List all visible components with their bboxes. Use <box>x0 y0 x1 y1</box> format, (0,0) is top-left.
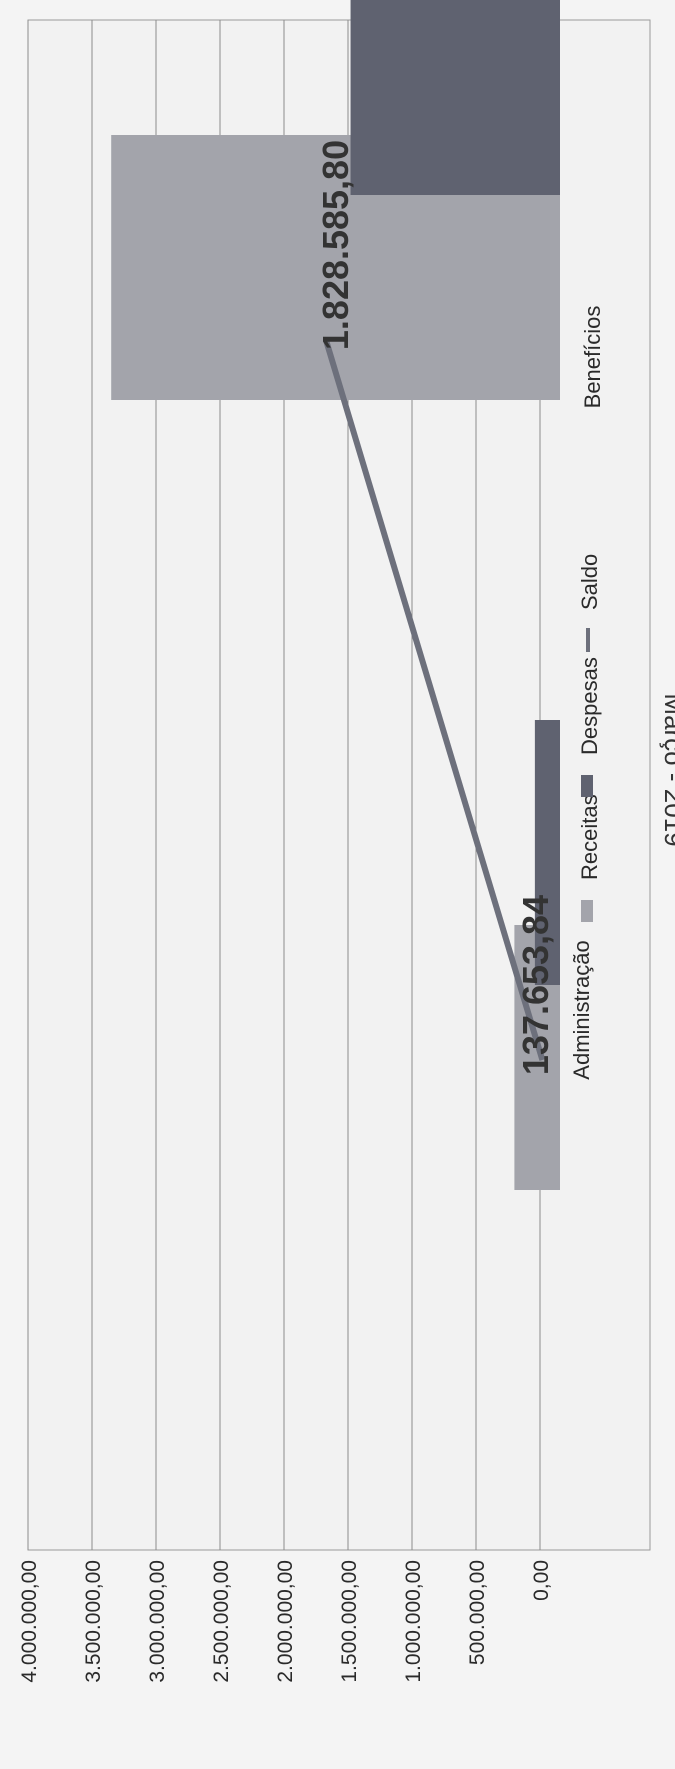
data-labels: 137.653,84 1.828.585,80 <box>315 140 556 1075</box>
legend-swatch-receitas <box>581 900 593 922</box>
data-label-beneficios: 1.828.585,80 <box>315 140 356 350</box>
bar-despesas-1 <box>350 0 560 195</box>
legend-label-saldo: Saldo <box>577 554 602 610</box>
saldo-line-segment <box>323 339 546 1061</box>
legend-swatch-despesas <box>581 775 593 797</box>
legend: Receitas Despesas Saldo <box>577 554 602 922</box>
legend-label-receitas: Receitas <box>577 794 602 880</box>
y-tick-label: 0,00 <box>530 1560 553 1601</box>
y-axis-ticks: 0,00 500.000,00 1.000.000,00 1.500.000,00 2.… <box>18 1560 553 1683</box>
y-tick-label: 500.000,00 <box>466 1560 489 1665</box>
x-axis-categories: Administração Benefícios <box>569 306 605 1080</box>
y-tick-label: 3.000.000,00 <box>146 1560 169 1683</box>
y-tick-label: 1.000.000,00 <box>402 1560 425 1683</box>
legend-swatch-saldo <box>586 628 590 652</box>
y-tick-label: 3.500.000,00 <box>82 1560 105 1683</box>
y-tick-label: 2.000.000,00 <box>274 1560 297 1683</box>
category-label-beneficios: Benefícios <box>580 306 605 409</box>
legend-label-despesas: Despesas <box>577 657 602 755</box>
bars <box>111 0 560 1190</box>
data-label-administracao: 137.653,84 <box>515 895 556 1075</box>
chart-title: Março - 2019 <box>659 693 675 846</box>
y-tick-label: 2.500.000,00 <box>210 1560 233 1683</box>
y-tick-label: 1.500.000,00 <box>338 1560 361 1683</box>
y-tick-label: 4.000.000,00 <box>18 1560 41 1683</box>
bar-despesas-0 <box>534 720 560 985</box>
category-label-administracao: Administração <box>569 940 594 1079</box>
saldo-line <box>323 339 546 1061</box>
